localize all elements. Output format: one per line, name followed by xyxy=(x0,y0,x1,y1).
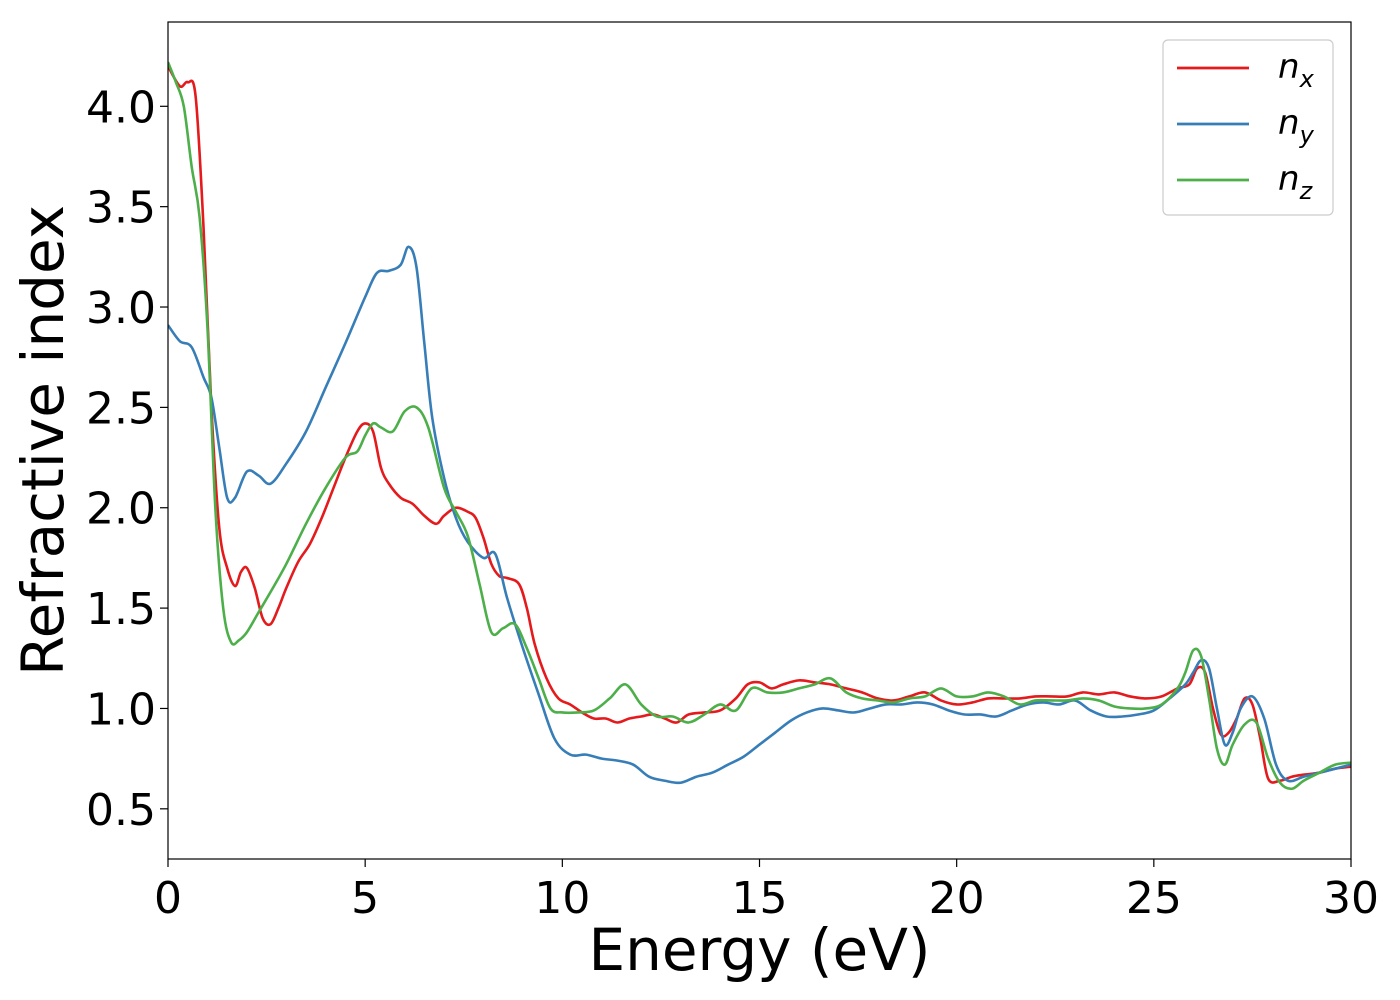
series-line-nz xyxy=(168,61,1351,791)
y-tick-label: 4.0 xyxy=(86,82,156,133)
x-tick-label: 20 xyxy=(929,873,985,924)
x-tick-label: 25 xyxy=(1126,873,1182,924)
x-tick-label: 15 xyxy=(732,873,788,924)
series-layer xyxy=(168,61,1351,791)
y-tick-label: 3.5 xyxy=(86,183,156,234)
y-tick-label: 3.0 xyxy=(86,283,156,334)
y-tick-label: 1.5 xyxy=(86,584,156,635)
y-tick-label: 1.0 xyxy=(86,684,156,735)
x-tick-label: 10 xyxy=(534,873,590,924)
x-tick-label: 30 xyxy=(1323,873,1379,924)
x-axis-ticks: 0 5 10 15 20 25 30 xyxy=(154,859,1379,924)
x-tick-label: 0 xyxy=(154,873,182,924)
legend-box xyxy=(1162,39,1334,216)
y-tick-label: 0.5 xyxy=(86,785,156,836)
y-axis-ticks: 0.5 1.0 1.5 2.0 2.5 3.0 3.5 4.0 xyxy=(86,82,168,836)
y-tick-label: 2.5 xyxy=(86,383,156,434)
y-tick-label: 2.0 xyxy=(86,484,156,535)
y-axis-label: Refractive index xyxy=(9,205,77,676)
series-line-ny xyxy=(168,245,1351,785)
x-axis-label: Energy (eV) xyxy=(588,916,930,984)
x-tick-label: 5 xyxy=(351,873,379,924)
